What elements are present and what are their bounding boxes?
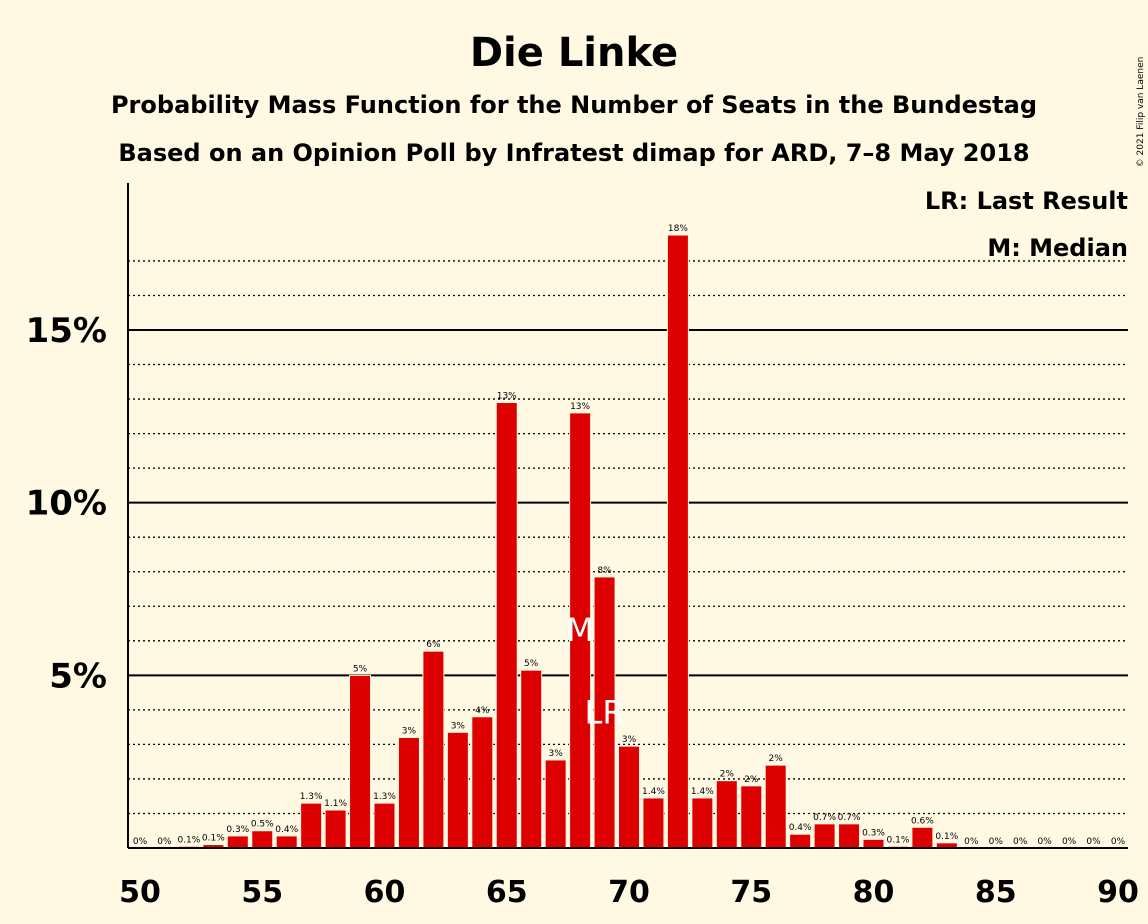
x-tick-label: 85 bbox=[975, 875, 1017, 910]
bar-value-label: 6% bbox=[426, 640, 441, 650]
bar-value-label: 3% bbox=[451, 721, 466, 731]
legend-median: M: Median bbox=[987, 234, 1128, 262]
bar-value-label: 3% bbox=[622, 735, 637, 745]
x-tick-label: 50 bbox=[119, 875, 161, 910]
bar bbox=[251, 830, 274, 849]
data-labels: 0% 0% 0.1% 0.1%0.3%0.5%0.4%1.3%1.1%5%1.3%3%… bbox=[133, 224, 1126, 847]
bar bbox=[275, 835, 298, 849]
bar-value-label: 0.6% bbox=[911, 816, 934, 826]
x-tick-label: 70 bbox=[608, 875, 650, 910]
bar-value-label: 8% bbox=[597, 566, 612, 576]
chart-subtitle-1: Probability Mass Function for the Number… bbox=[111, 91, 1037, 119]
y-tick-label: 10% bbox=[26, 484, 107, 524]
markers: M LR bbox=[566, 611, 624, 732]
bar-value-label: 0.4% bbox=[275, 825, 298, 835]
bar-value-label: 5% bbox=[353, 664, 368, 674]
bar-value-label: 0.4% bbox=[789, 823, 812, 833]
bar bbox=[544, 759, 567, 849]
bar bbox=[397, 736, 420, 849]
copyright-note: © 2021 Filip van Laenen bbox=[1136, 57, 1146, 168]
bar bbox=[740, 785, 763, 849]
x-tick-label: 80 bbox=[853, 875, 895, 910]
bar-value-label: 4% bbox=[475, 706, 490, 716]
bar-value-label: 0.1% bbox=[935, 832, 958, 842]
bar-value-label: 1.1% bbox=[324, 799, 347, 809]
bar-value-label: 0% bbox=[1062, 837, 1077, 847]
bar bbox=[471, 716, 494, 849]
bar bbox=[349, 674, 372, 849]
bar-value-label: 0.1% bbox=[887, 835, 910, 845]
bar-value-label: 0.3% bbox=[226, 825, 249, 835]
bar bbox=[520, 669, 543, 849]
legend-last-result: LR: Last Result bbox=[925, 187, 1128, 215]
x-tick-label: 60 bbox=[364, 875, 406, 910]
bar-value-label: 1.4% bbox=[691, 787, 714, 797]
bar-value-label: 1.4% bbox=[642, 787, 665, 797]
bar bbox=[422, 650, 445, 849]
x-tick-labels: 50 55 60 65 70 75 80 85 90 bbox=[119, 875, 1139, 910]
bar bbox=[764, 764, 787, 849]
x-tick-label: 75 bbox=[730, 875, 772, 910]
bar-value-label: 13% bbox=[570, 402, 590, 412]
chart-title: Die Linke bbox=[470, 30, 678, 76]
bar-value-label: 0% bbox=[1111, 837, 1126, 847]
bar bbox=[715, 780, 738, 849]
bar-value-label: 3% bbox=[402, 726, 417, 736]
last-result-marker: LR bbox=[585, 694, 625, 732]
bar-value-label: 2% bbox=[720, 770, 735, 780]
bar bbox=[642, 797, 665, 849]
bar bbox=[691, 797, 714, 849]
bar-value-label: 0% bbox=[133, 837, 148, 847]
bar-value-label: 13% bbox=[497, 392, 517, 402]
bar-value-label: 0.7% bbox=[813, 813, 836, 823]
bar bbox=[862, 838, 885, 849]
bar-value-label: 0.7% bbox=[838, 813, 861, 823]
bar bbox=[495, 402, 518, 849]
bar-value-label: 1.3% bbox=[300, 792, 323, 802]
bar bbox=[226, 835, 249, 849]
bar-value-label: 0.1% bbox=[202, 834, 225, 844]
x-tick-label: 65 bbox=[486, 875, 528, 910]
x-tick-label: 55 bbox=[241, 875, 283, 910]
bar-value-label: 18% bbox=[668, 224, 688, 234]
y-tick-labels: 5% 10% 15% bbox=[26, 311, 107, 696]
bar-value-label: 2% bbox=[769, 754, 784, 764]
bar-value-label: 0% bbox=[1013, 837, 1028, 847]
chart-subtitle-2: Based on an Opinion Poll by Infratest di… bbox=[118, 139, 1029, 167]
bar-value-label: 0.5% bbox=[251, 820, 274, 830]
median-marker: M bbox=[566, 611, 594, 649]
bar bbox=[911, 826, 934, 849]
bar bbox=[813, 823, 836, 849]
bar-value-label: 5% bbox=[524, 659, 539, 669]
bar bbox=[838, 823, 861, 849]
bar-value-label: 0% bbox=[989, 837, 1004, 847]
bar-value-label: 0% bbox=[1038, 837, 1053, 847]
bar bbox=[373, 802, 396, 849]
bar bbox=[300, 802, 323, 849]
bars bbox=[177, 234, 958, 849]
bar bbox=[446, 731, 469, 849]
bar-value-label: 0.3% bbox=[862, 828, 885, 838]
bar-value-label: 0% bbox=[964, 837, 979, 847]
y-tick-label: 5% bbox=[49, 656, 107, 696]
bar-value-label: 0.1% bbox=[177, 835, 200, 845]
bar bbox=[666, 234, 689, 849]
bar-value-label: 0% bbox=[157, 837, 172, 847]
grid-lines bbox=[128, 260, 1128, 815]
bar bbox=[789, 833, 812, 849]
bar-value-label: 0% bbox=[1086, 837, 1101, 847]
bar-value-label: 2% bbox=[744, 775, 759, 785]
bar-value-label: 3% bbox=[549, 749, 564, 759]
x-tick-label: 90 bbox=[1097, 875, 1139, 910]
bar-value-label: 1.3% bbox=[373, 792, 396, 802]
bar bbox=[324, 809, 347, 849]
y-tick-label: 15% bbox=[26, 311, 107, 351]
bar bbox=[618, 745, 640, 849]
